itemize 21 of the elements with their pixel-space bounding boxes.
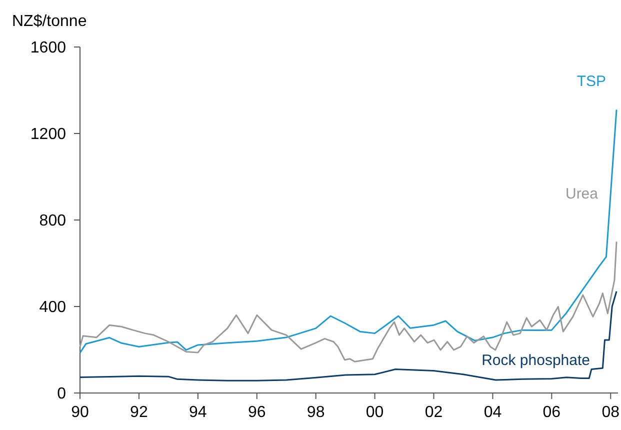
x-tick-label: 90 xyxy=(71,404,89,421)
text: Urea xyxy=(565,185,599,202)
x-tick-label: 02 xyxy=(424,404,443,421)
y-tick-label: 800 xyxy=(39,212,66,230)
x-tick-label: 92 xyxy=(130,404,148,421)
y-tick-label: 1200 xyxy=(30,126,66,144)
y-tick-label: 1600 xyxy=(30,40,66,57)
series-label: TSP xyxy=(576,72,606,90)
y-axis-title: NZ$/tonne xyxy=(12,13,87,30)
y-tick-label: 400 xyxy=(39,299,66,316)
x-tick-label: 96 xyxy=(248,404,266,421)
line-series xyxy=(79,290,618,382)
x-tick-label: 04 xyxy=(484,404,502,421)
x-tick-label: 08 xyxy=(602,404,620,421)
series-label: Rock phosphate xyxy=(482,352,590,369)
x-tick-label: 00 xyxy=(366,404,384,421)
x-tick-label: 98 xyxy=(306,404,325,421)
y-tick-label: 0 xyxy=(57,386,66,403)
x-tick-label: 06 xyxy=(542,404,561,421)
x-tick-label: 94 xyxy=(189,404,207,421)
line-series xyxy=(79,108,618,354)
